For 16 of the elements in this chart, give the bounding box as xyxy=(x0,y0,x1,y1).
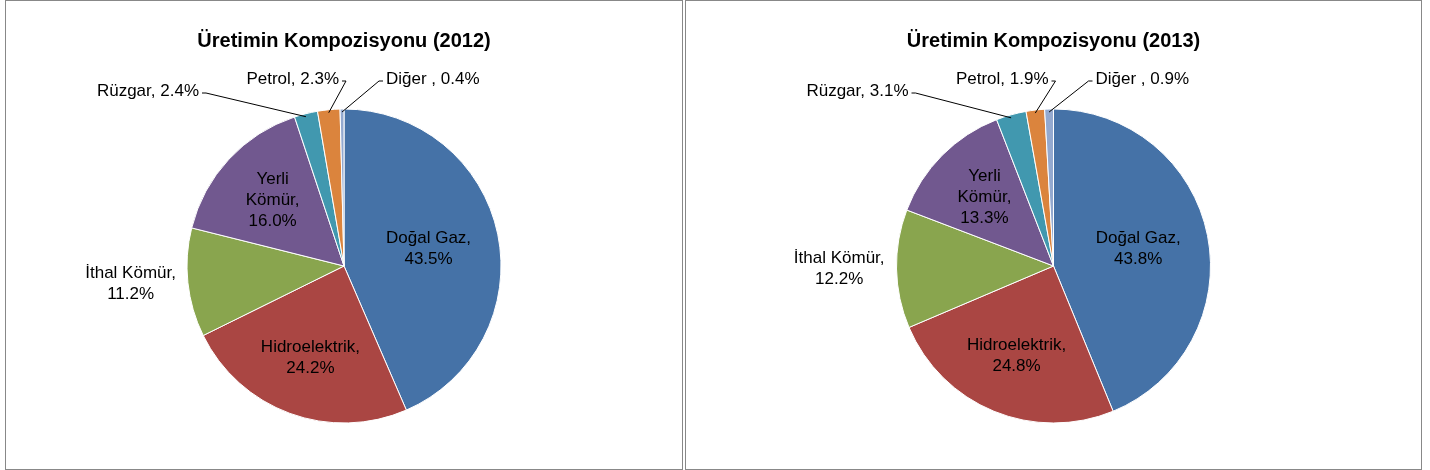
slice-label: İthal Kömür, 11.2% xyxy=(85,263,176,304)
slice-label: Doğal Gaz, 43.8% xyxy=(1095,228,1181,269)
chart-title: Üretimin Kompozisyonu (2013) xyxy=(906,28,1201,51)
slice-label: Hidroelektrik, 24.2% xyxy=(260,336,361,377)
chart-title: Üretimin Kompozisyonu (2012) xyxy=(197,28,491,51)
slice-label: Rüzgar, 3.1% xyxy=(806,80,909,100)
slice-label: Hidroelektrik, 24.8% xyxy=(966,335,1067,376)
slice-label: Rüzgar, 2.4% xyxy=(96,80,199,100)
slice-label: Doğal Gaz, 43.5% xyxy=(386,227,472,268)
slice-label: Diğer , 0.9% xyxy=(1095,68,1190,88)
slice-label: Petrol, 1.9% xyxy=(955,68,1049,88)
slice-label: İthal Kömür, 12.2% xyxy=(793,248,885,289)
slice-label: Petrol, 2.3% xyxy=(246,68,339,88)
slice-label: Diğer , 0.4% xyxy=(386,68,480,88)
slice-label: Yerli Kömür, 16.0% xyxy=(245,168,300,230)
slice-label: Yerli Kömür, 13.3% xyxy=(957,166,1012,228)
